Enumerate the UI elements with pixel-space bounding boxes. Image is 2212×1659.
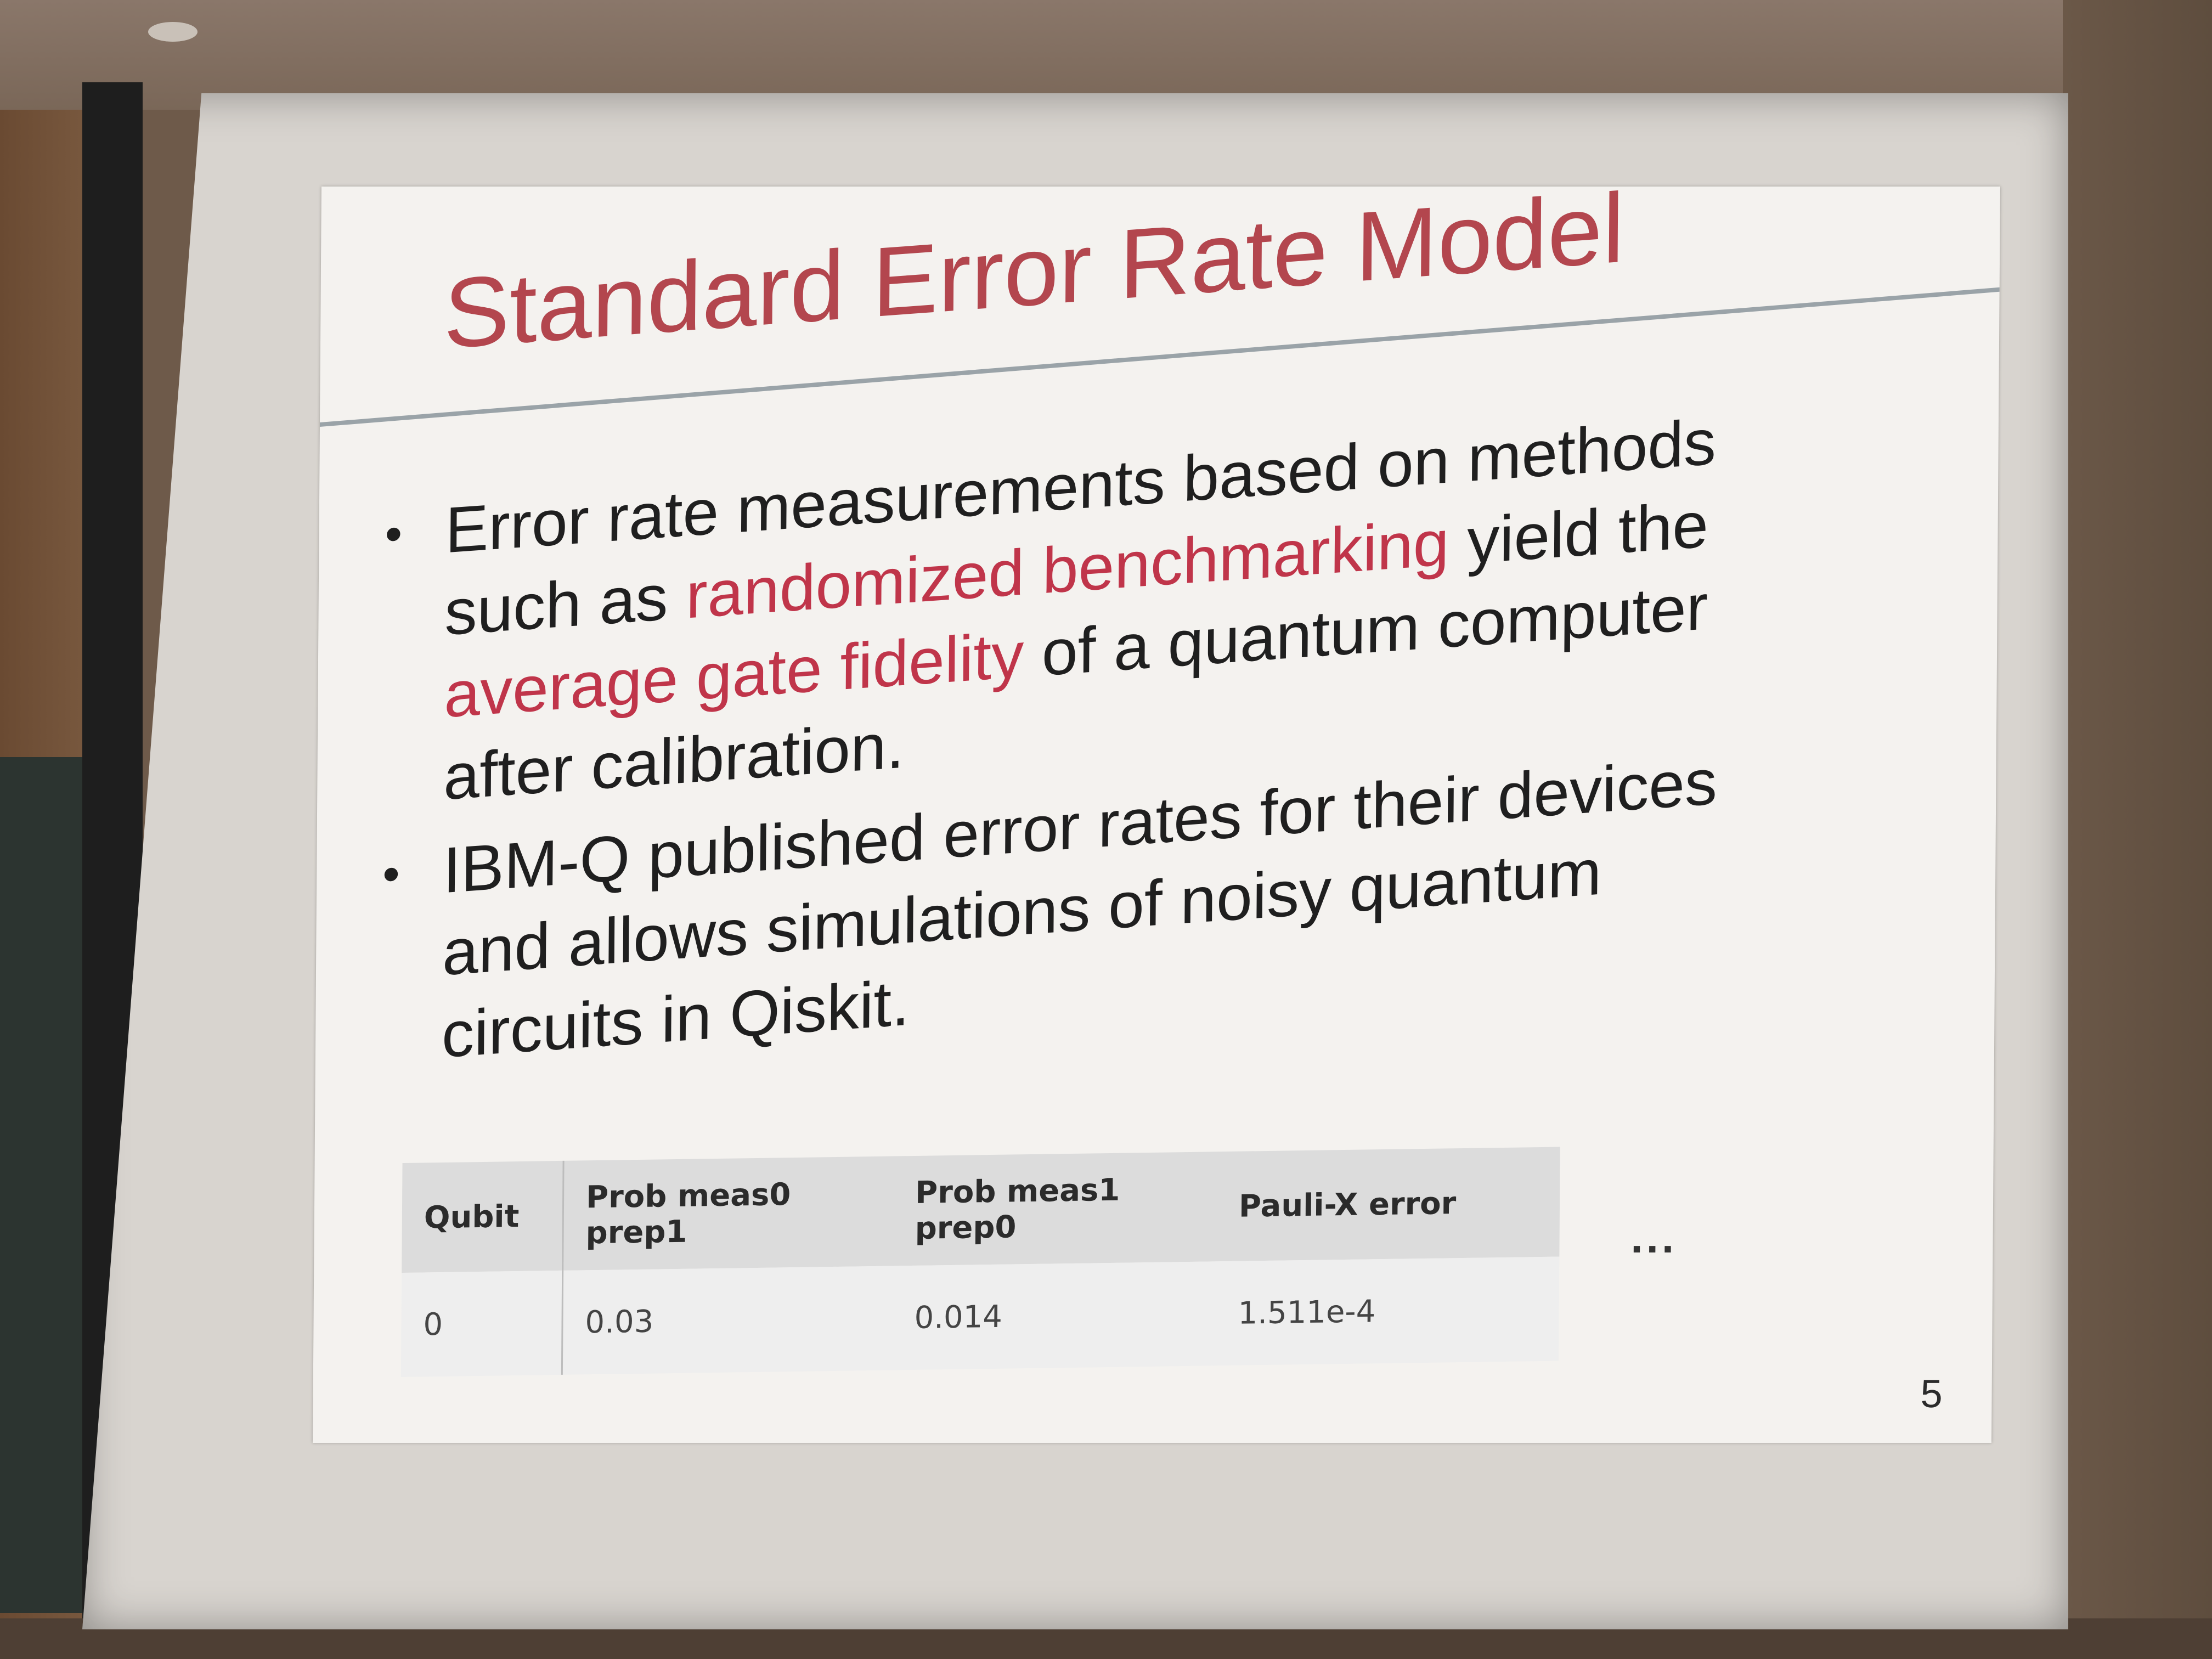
ceiling-light (148, 22, 198, 42)
page-number: 5 (1920, 1372, 1943, 1417)
table-cell: 0.03 (585, 1304, 654, 1340)
table-header-row: Qubit Prob meas0 prep1 Prob meas1 prep0 … (402, 1147, 1560, 1273)
chalkboard (0, 757, 93, 1613)
bullet-icon: • (382, 846, 400, 902)
error-rate-table: Qubit Prob meas0 prep1 Prob meas1 prep0 … (400, 1147, 1560, 1377)
table-header-cell: Prob meas1 prep0 (915, 1172, 1120, 1246)
table-header-cell: Pauli-X error (1238, 1185, 1457, 1224)
right-wall (2063, 0, 2212, 1659)
bullet-text: yield the (1448, 488, 1709, 579)
slide-title: Standard Error Rate Model (443, 172, 1625, 370)
table-header-cell: Prob meas0 prep1 (585, 1177, 791, 1251)
bullet-icon: • (385, 506, 403, 562)
bullet-list: • Error rate measurements based on metho… (381, 394, 1812, 1092)
ceiling (0, 0, 2212, 110)
table-cell: 0.014 (914, 1299, 1003, 1336)
table-cell: 1.511e-4 (1238, 1293, 1376, 1331)
slide-container: Standard Error Rate Model • Error rate m… (313, 0, 2000, 1448)
table-row: 0 0.03 0.014 1.511e-4 (400, 1256, 1560, 1377)
table-cell: 0 (400, 1270, 564, 1377)
ellipsis: ... (1630, 1213, 1678, 1262)
table-header-cell: Qubit (402, 1160, 565, 1273)
presentation-slide: Standard Error Rate Model • Error rate m… (313, 173, 2000, 1443)
